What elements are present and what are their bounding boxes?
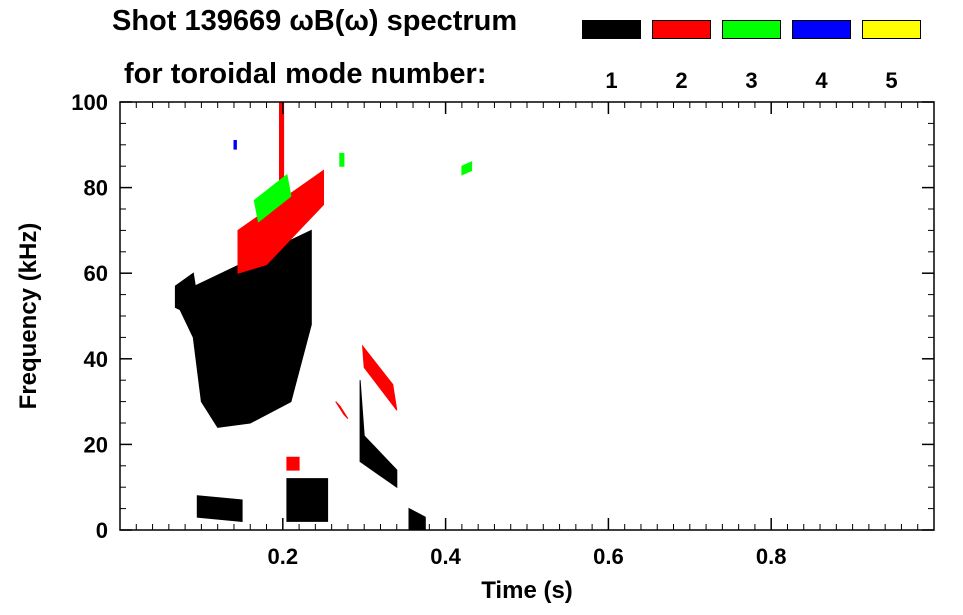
spectral-region-mode-2-8 — [361, 344, 398, 411]
legend-label-mode-5: 5 — [885, 68, 898, 93]
legend-swatch-mode-1 — [582, 20, 641, 39]
y-tick-label: 60 — [84, 261, 108, 286]
x-tick-label: 0.6 — [593, 544, 624, 569]
legend-label-mode-3: 3 — [745, 68, 758, 93]
spectral-region-mode-3-13 — [461, 161, 473, 176]
x-tick-label: 0.2 — [268, 544, 299, 569]
y-tick-label: 20 — [84, 432, 108, 457]
y-tick-label: 80 — [84, 176, 108, 201]
legend-label-mode-1: 1 — [605, 68, 618, 93]
spectral-region-mode-2-10 — [335, 401, 349, 420]
spectral-region-mode-3-12 — [339, 152, 345, 167]
legend-swatch-mode-3 — [722, 20, 781, 39]
spectral-region-mode-1-0 — [176, 229, 312, 428]
legend-swatch-mode-5 — [862, 20, 921, 39]
spectral-region-mode-1-4 — [359, 380, 398, 489]
legend-label-mode-2: 2 — [675, 68, 688, 93]
spectral-region-mode-1-3 — [286, 478, 329, 522]
spectral-region-mode-1-2 — [196, 495, 243, 522]
spectral-region-mode-4-14 — [233, 140, 237, 150]
chart-title-line2: for toroidal mode number: — [124, 58, 487, 90]
spectral-region-mode-1-5 — [408, 507, 426, 531]
chart-title-line1: Shot 139669 ωB(ω) spectrum — [112, 5, 518, 37]
legend-label-mode-4: 4 — [815, 68, 828, 93]
x-axis-label: Time (s) — [481, 577, 573, 604]
spectral-region-mode-1-1 — [174, 272, 203, 327]
y-tick-label: 100 — [71, 90, 108, 115]
legend-swatch-mode-2 — [652, 20, 711, 39]
x-tick-label: 0.4 — [430, 544, 461, 569]
y-tick-label: 0 — [96, 518, 108, 543]
legend-swatch-mode-4 — [792, 20, 851, 39]
y-axis-label: Frequency (kHz) — [15, 223, 42, 410]
x-tick-label: 0.8 — [756, 544, 787, 569]
spectrogram-data — [174, 101, 473, 531]
y-tick-label: 40 — [84, 347, 108, 372]
spectral-region-mode-3-11 — [253, 173, 292, 223]
spectral-region-mode-2-6 — [237, 169, 324, 274]
spectral-region-mode-2-9 — [286, 456, 300, 471]
axes: 0.2 0.4 0.6 0.8 0 20 40 60 80 100 — [71, 90, 934, 569]
